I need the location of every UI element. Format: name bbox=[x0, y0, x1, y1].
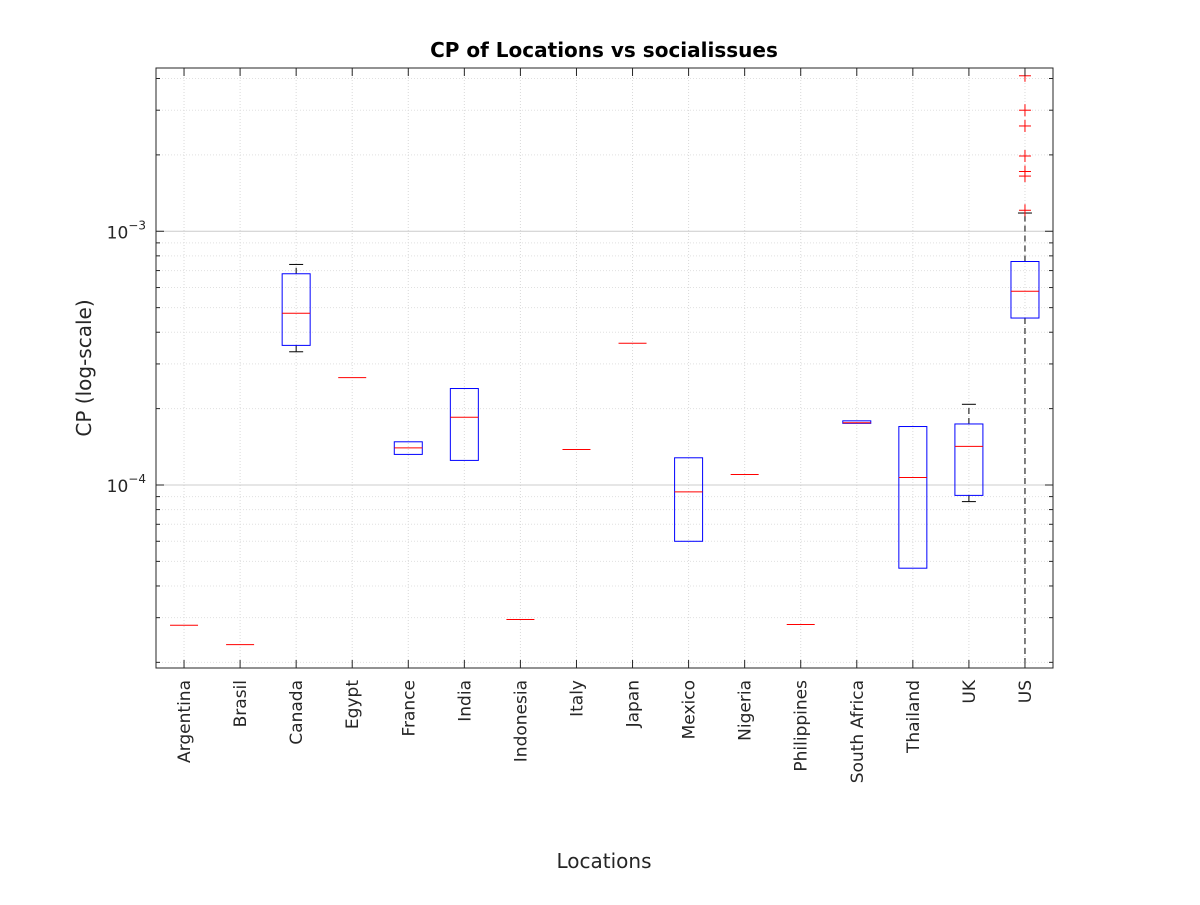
chart-title: CP of Locations vs socialissues bbox=[430, 38, 778, 62]
y-tick-label: 10−4 bbox=[107, 472, 146, 497]
x-tick-label: Japan bbox=[624, 680, 644, 728]
x-tick-label: India bbox=[455, 680, 475, 722]
y-tick-label: 10−3 bbox=[107, 218, 146, 243]
grid-layer bbox=[156, 68, 1053, 668]
x-tick-label: Italy bbox=[567, 680, 587, 717]
label-layer: 10−4 10−3 Argentina Brasil Canada Egypt France… bbox=[107, 218, 1036, 783]
tick-layer bbox=[156, 68, 1053, 668]
plot-layer bbox=[170, 69, 1040, 669]
box bbox=[898, 426, 928, 569]
box bbox=[1010, 261, 1040, 319]
box bbox=[842, 420, 872, 424]
x-tick-label: Canada bbox=[287, 680, 307, 745]
box bbox=[674, 457, 704, 542]
x-tick-label: Egypt bbox=[343, 680, 363, 729]
x-tick-label: US bbox=[1016, 680, 1036, 703]
x-tick-label: Nigeria bbox=[736, 680, 756, 741]
box bbox=[954, 423, 984, 496]
x-axis-label: Locations bbox=[556, 849, 651, 873]
x-tick-label: Philippines bbox=[792, 680, 812, 772]
x-tick-label: Indonesia bbox=[511, 680, 531, 762]
x-tick-label: Thailand bbox=[904, 680, 924, 754]
x-tick-label: UK bbox=[960, 679, 980, 703]
x-tick-label: Mexico bbox=[680, 680, 700, 739]
x-tick-label: France bbox=[399, 680, 419, 737]
x-tick-label: Argentina bbox=[175, 680, 195, 763]
x-tick-label: Brasil bbox=[231, 680, 251, 727]
box bbox=[281, 273, 311, 346]
box bbox=[449, 388, 479, 461]
axes-frame bbox=[155, 67, 1054, 669]
y-axis-label: CP (log-scale) bbox=[72, 299, 96, 436]
x-tick-label: South Africa bbox=[848, 680, 868, 783]
